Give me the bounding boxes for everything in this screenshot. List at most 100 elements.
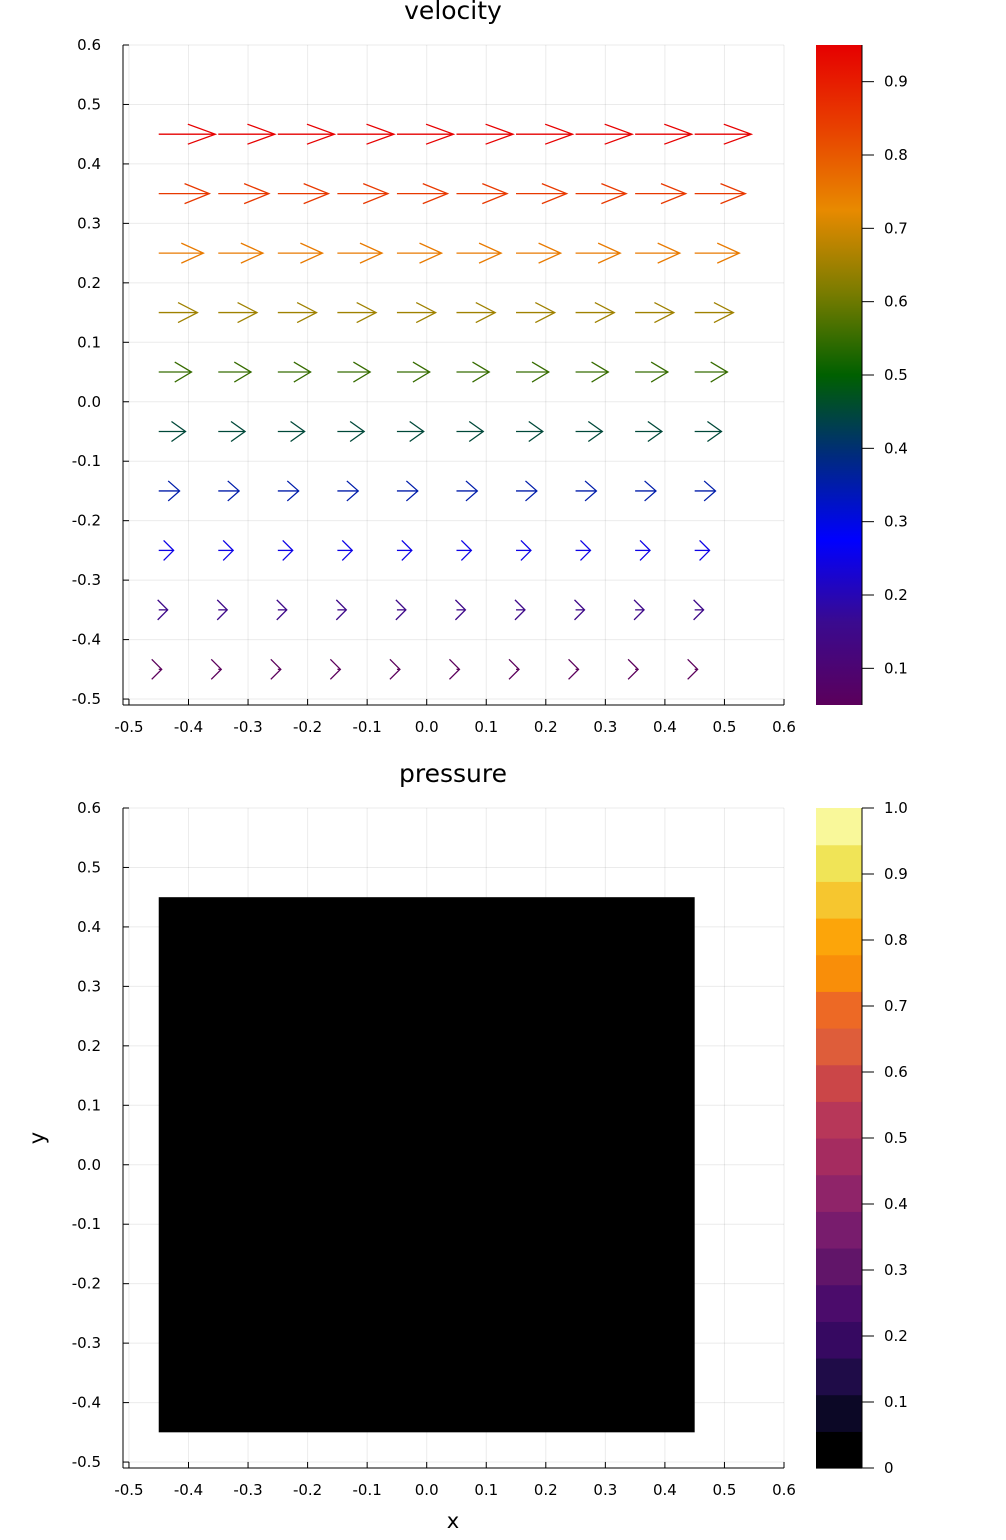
pressure-x-axis-label: x: [447, 1509, 459, 1533]
pressure-title: pressure: [399, 759, 507, 788]
velocity-arrow: [329, 658, 342, 680]
arrow-head: [157, 599, 169, 621]
velocity-y-tick-labels: -0.5 -0.4 -0.3 -0.2 -0.1 0.0 0.1 0.2 0.3 0.4 0.5 0.…: [72, 36, 101, 708]
velocity-arrow: [389, 658, 401, 680]
velocity-arrow: [396, 480, 419, 502]
velocity-arrow: [568, 658, 580, 680]
arrow-head: [584, 480, 598, 502]
arrow-head: [580, 539, 592, 561]
arrow-head: [544, 123, 575, 145]
x-tick-label: 0.5: [713, 718, 737, 736]
arrow-head: [395, 599, 407, 621]
arrow-head: [654, 301, 676, 324]
arrow-head: [167, 480, 181, 502]
pressure-colorbar: [816, 808, 862, 1469]
arrow-head: [422, 183, 450, 205]
velocity-arrow: [574, 599, 586, 621]
velocity-arrow: [635, 539, 651, 561]
colorbar-level: [816, 881, 862, 919]
y-tick-label: -0.5: [72, 1453, 101, 1471]
colorbar-level: [816, 1284, 862, 1322]
velocity-arrow: [396, 420, 425, 443]
arrow-head: [713, 301, 735, 324]
colorbar-level: [816, 1431, 862, 1469]
arrow-head: [538, 242, 563, 264]
y-tick-label: 0.4: [77, 155, 101, 173]
x-tick-label: 0.3: [593, 718, 617, 736]
velocity-arrow: [396, 361, 431, 383]
velocity-arrow: [635, 480, 657, 502]
velocity-x-tick-labels: -0.5 -0.4 -0.3 -0.2 -0.1 0.0 0.1 0.2 0.3 0.4 0.5 0.…: [114, 718, 796, 736]
colorbar-level: [816, 844, 862, 882]
x-tick-label: -0.5: [114, 718, 143, 736]
velocity-colorbar-ticks: 0.1 0.2 0.3 0.4 0.5 0.6 0.7 0.8 0.9: [861, 45, 908, 705]
colorbar-tick-label: 0: [884, 1459, 894, 1477]
y-tick-label: 0.6: [77, 799, 101, 817]
arrow-head: [151, 658, 163, 680]
colorbar-level: [816, 1321, 862, 1359]
x-tick-label: -0.2: [293, 1481, 322, 1499]
y-tick-label: -0.3: [72, 571, 101, 589]
colorbar-tick-label: 0.2: [884, 1327, 908, 1345]
arrow-head: [353, 361, 372, 383]
arrow-head: [346, 480, 360, 502]
arrow-head: [247, 123, 277, 145]
arrow-head: [216, 599, 229, 621]
colorbar-level: [816, 1064, 862, 1102]
arrow-head: [535, 301, 557, 324]
velocity-arrow: [216, 599, 229, 621]
y-tick-label: 0.5: [77, 95, 101, 113]
velocity-arrow: [158, 123, 218, 145]
velocity-arrow: [635, 123, 694, 145]
y-tick-label: 0.1: [77, 333, 101, 351]
velocity-arrow: [218, 420, 247, 443]
y-tick-label: -0.2: [72, 512, 101, 530]
velocity-arrow: [516, 242, 563, 264]
velocity-arrow: [516, 301, 557, 324]
velocity-arrow: [516, 420, 544, 443]
y-tick-label: -0.3: [72, 1334, 101, 1352]
x-tick-label: -0.2: [293, 718, 322, 736]
x-tick-label: 0.6: [772, 718, 796, 736]
velocity-arrow: [277, 539, 294, 561]
velocity-arrow: [694, 361, 729, 383]
velocity-arrow: [508, 658, 520, 680]
arrow-head: [181, 242, 205, 264]
arrow-head: [240, 242, 265, 264]
arrow-head: [341, 539, 354, 561]
arrow-head: [293, 361, 312, 383]
velocity-arrow: [694, 183, 748, 205]
arrow-head: [687, 658, 699, 680]
velocity-arrow: [694, 123, 754, 145]
arrow-head: [222, 539, 235, 561]
arrow-head: [276, 599, 288, 621]
arrow-head: [300, 242, 325, 264]
arrow-head: [282, 539, 294, 561]
colorbar-tick-label: 0.2: [884, 586, 908, 604]
arrow-head: [710, 361, 729, 383]
velocity-arrow: [218, 301, 259, 324]
velocity-arrow: [516, 361, 551, 383]
y-tick-label: -0.1: [72, 1215, 101, 1233]
y-tick-label: -0.4: [72, 1394, 101, 1412]
velocity-arrow: [516, 539, 532, 561]
arrow-head: [525, 480, 538, 502]
velocity-arrow: [218, 183, 271, 205]
arrow-head: [716, 242, 741, 264]
velocity-arrow: [575, 183, 628, 205]
x-tick-label: 0.0: [415, 1481, 439, 1499]
colorbar-level: [816, 1248, 862, 1286]
arrow-head: [604, 123, 635, 145]
velocity-arrow: [337, 539, 354, 561]
x-tick-label: 0.0: [415, 718, 439, 736]
velocity-arrow: [218, 242, 265, 264]
arrow-head: [425, 123, 456, 145]
colorbar-tick-label: 0.9: [884, 865, 908, 883]
colorbar-tick-label: 0.5: [884, 366, 908, 384]
arrow-head: [163, 539, 175, 561]
colorbar-tick-label: 0.8: [884, 931, 908, 949]
velocity-arrow: [337, 301, 378, 324]
y-tick-label: -0.2: [72, 1275, 101, 1293]
velocity-arrow: [218, 123, 277, 145]
arrow-head: [356, 301, 378, 324]
